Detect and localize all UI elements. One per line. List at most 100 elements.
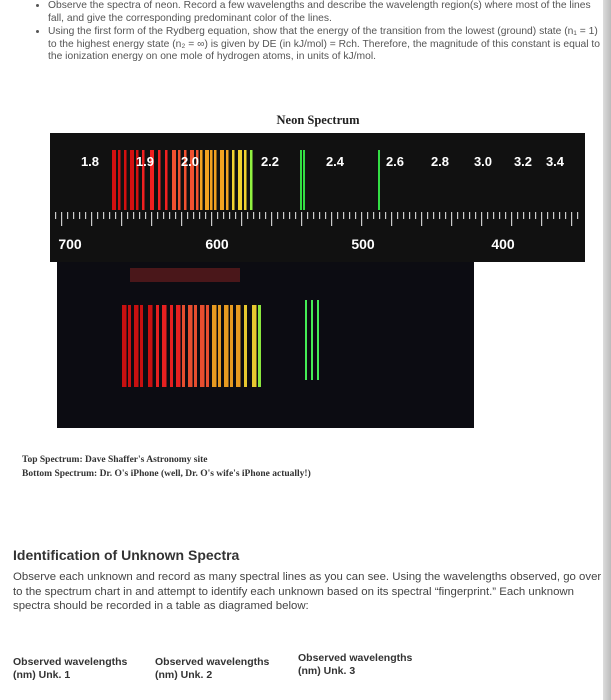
scale-tick — [349, 212, 351, 219]
caption: Top Spectrum: Dave Shaffer's Astronomy s… — [22, 455, 208, 465]
spectral-glow — [130, 268, 240, 282]
energy-label: 3.0 — [474, 154, 492, 169]
spectral-line — [200, 305, 205, 387]
spectral-line — [118, 150, 121, 210]
spectral-line — [244, 305, 247, 387]
scale-tick — [553, 212, 555, 219]
spectral-line — [205, 150, 209, 210]
spectral-line — [300, 150, 302, 210]
scale-tick — [193, 212, 195, 219]
scale-tick — [283, 212, 285, 219]
scale-tick — [139, 212, 141, 219]
page-edge — [603, 0, 611, 700]
bullet: Observe the spectra of neon. Record a fe… — [48, 0, 603, 25]
scale-tick — [535, 212, 537, 219]
scale-tick — [337, 212, 339, 219]
scale-tick — [571, 212, 573, 226]
scale-tick — [169, 212, 171, 219]
spectral-line — [128, 305, 131, 387]
scale-tick — [343, 212, 345, 219]
spectral-line — [156, 305, 159, 387]
scale-tick — [127, 212, 129, 219]
energy-label: 2.2 — [261, 154, 279, 169]
scale-tick — [157, 212, 159, 219]
top-spectrum — [50, 133, 585, 262]
scale-tick — [541, 212, 543, 226]
scale-tick — [181, 212, 183, 226]
scale-tick — [151, 212, 153, 226]
scale-tick — [397, 212, 399, 219]
scale-tick — [559, 212, 561, 219]
spectral-line — [124, 150, 127, 210]
wavelength-label: 400 — [491, 236, 515, 252]
bullet: Using the first form of the Rydberg equa… — [48, 26, 603, 64]
scale-tick — [469, 212, 471, 219]
spectral-line — [136, 150, 139, 210]
spectral-line — [218, 305, 221, 387]
section-paragraph: Observe each unknown and record as many … — [13, 571, 602, 612]
spectral-line — [303, 150, 305, 210]
scale-tick — [421, 212, 423, 226]
scale-tick — [79, 212, 81, 219]
scale-tick — [253, 212, 255, 219]
scale-tick — [493, 212, 495, 219]
spectral-line — [148, 305, 153, 387]
scale-tick — [265, 212, 267, 219]
scale-tick — [451, 212, 453, 226]
scale-tick — [505, 212, 507, 219]
spectral-line — [134, 305, 139, 387]
spectral-line — [232, 150, 235, 210]
spectral-line — [230, 305, 233, 387]
spectral-line — [226, 150, 229, 210]
spectral-line — [184, 150, 187, 210]
scale-tick — [97, 212, 99, 219]
scale-tick — [223, 212, 225, 219]
scale-tick — [331, 212, 333, 226]
scale-tick — [523, 212, 525, 219]
scale-tick — [439, 212, 441, 219]
scale-tick — [55, 212, 57, 219]
scale-tick — [163, 212, 165, 219]
scale-tick — [415, 212, 417, 219]
scale-tick — [235, 212, 237, 219]
scale-tick — [499, 212, 501, 219]
scale-tick — [409, 212, 411, 219]
spectral-line — [212, 305, 217, 387]
energy-label: 2.8 — [431, 154, 449, 169]
scale-tick — [313, 212, 315, 219]
scale-tick — [277, 212, 279, 219]
spectral-line — [220, 150, 224, 210]
figure-title: Neon Spectrum — [276, 113, 360, 127]
scale-tick — [391, 212, 393, 226]
spectral-line — [190, 150, 194, 210]
scale-tick — [487, 212, 489, 219]
scale-tick — [85, 212, 87, 219]
spectral-line — [244, 150, 247, 210]
scale-tick — [547, 212, 549, 219]
spectral-line — [378, 150, 380, 210]
spectral-line — [250, 150, 253, 210]
spectral-line — [112, 150, 116, 210]
energy-label: 3.2 — [514, 154, 532, 169]
scale-tick — [463, 212, 465, 219]
scale-tick — [517, 212, 519, 219]
table-header: Observed wavelengths (nm) Unk. 2 — [155, 656, 270, 681]
energy-label: 2.4 — [326, 154, 345, 169]
table-header: Observed wavelengths (nm) Unk. 1 — [13, 656, 128, 681]
scale-tick — [457, 212, 459, 219]
spectral-line — [188, 305, 193, 387]
energy-label: 2.0 — [181, 154, 199, 169]
scale-tick — [325, 212, 327, 219]
scale-tick — [565, 212, 567, 219]
spectral-line — [311, 300, 313, 380]
scale-tick — [379, 212, 381, 219]
spectral-line — [158, 150, 161, 210]
scale-tick — [145, 212, 147, 219]
section-heading: Identification of Unknown Spectra — [13, 547, 240, 563]
scale-tick — [511, 212, 513, 226]
instructions: Observe the spectra of neon. Record a fe… — [30, 0, 603, 65]
spectral-line — [258, 305, 261, 387]
scale-tick — [445, 212, 447, 219]
scale-tick — [289, 212, 291, 219]
spectral-line — [170, 305, 173, 387]
